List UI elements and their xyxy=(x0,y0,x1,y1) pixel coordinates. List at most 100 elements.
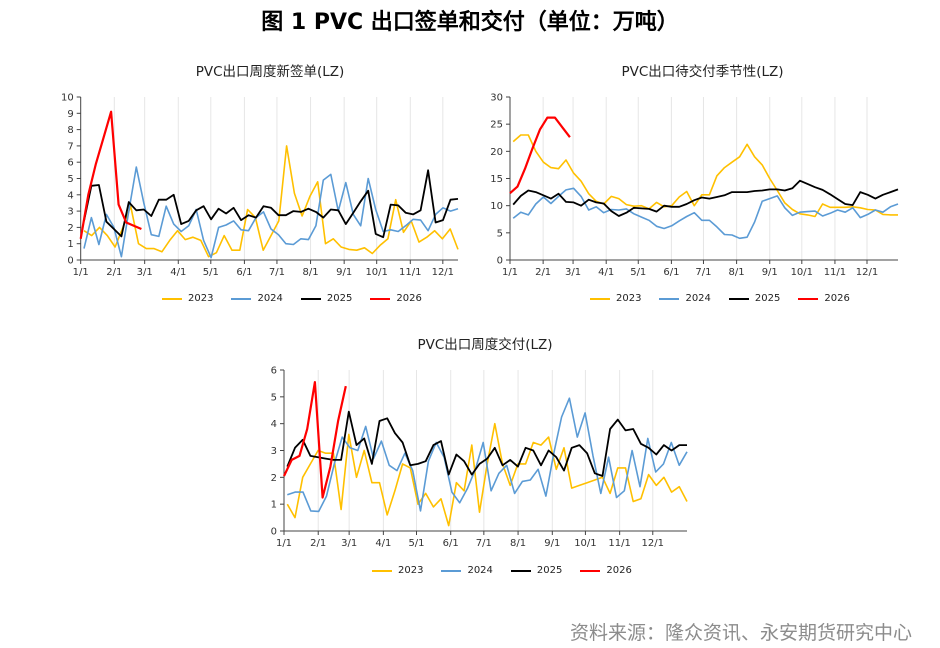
x-tick-label: 11/1 xyxy=(399,267,421,278)
legend-swatch xyxy=(580,569,601,572)
legend-item-2026: 2026 xyxy=(580,565,632,576)
x-tick-label: 7/1 xyxy=(695,267,711,278)
y-tick-label: 8 xyxy=(67,125,73,136)
x-tick-label: 10/1 xyxy=(791,267,813,278)
legend-swatch xyxy=(162,297,182,300)
y-tick-label: 0 xyxy=(67,256,73,267)
y-tick-label: 1 xyxy=(67,239,73,250)
series-line-2025 xyxy=(83,169,459,239)
series-line-2025 xyxy=(286,410,687,477)
x-tick-label: 8/1 xyxy=(510,538,526,549)
x-tick-label: 4/1 xyxy=(375,538,391,549)
y-tick-label: 0 xyxy=(271,527,277,538)
x-tick-label: 8/1 xyxy=(303,267,319,278)
chart-1-legend: 2023 2024 2025 2026 xyxy=(162,293,422,304)
x-tick-label: 11/1 xyxy=(608,538,630,549)
legend-label: 2025 xyxy=(326,293,353,304)
chart-3-title: PVC出口周度交付(LZ) xyxy=(417,337,553,353)
y-tick-label: 7 xyxy=(67,141,73,152)
legend-swatch xyxy=(798,297,819,300)
y-tick-label: 6 xyxy=(67,158,73,169)
x-tick-label: 6/1 xyxy=(236,267,252,278)
legend-swatch xyxy=(372,569,392,572)
x-tick-label: 3/1 xyxy=(137,267,153,278)
source-note: 资料来源：隆众资讯、永安期货研究中心 xyxy=(569,622,912,644)
y-tick-label: 10 xyxy=(61,93,74,104)
x-tick-label: 9/1 xyxy=(544,538,560,549)
chart-3-legend: 2023 2024 2025 2026 xyxy=(372,565,632,576)
y-tick-label: 3 xyxy=(271,446,277,457)
legend-label: 2025 xyxy=(754,293,781,304)
legend-item-2025: 2025 xyxy=(510,565,563,576)
y-tick-label: 20 xyxy=(490,147,503,158)
legend-item-2025: 2025 xyxy=(300,293,353,304)
series-line-2026 xyxy=(283,381,347,499)
y-tick-label: 2 xyxy=(271,473,277,484)
x-tick-label: 4/1 xyxy=(598,267,614,278)
series-line-2023 xyxy=(512,134,898,218)
x-tick-label: 12/1 xyxy=(856,267,878,278)
x-tick-label: 2/1 xyxy=(106,267,122,278)
series-line-2024 xyxy=(83,166,459,259)
legend-swatch xyxy=(441,569,462,572)
legend-item-2024: 2024 xyxy=(441,565,493,576)
x-tick-label: 11/1 xyxy=(824,267,846,278)
y-tick-label: 5 xyxy=(271,392,277,403)
y-tick-label: 4 xyxy=(67,190,73,201)
x-tick-label: 3/1 xyxy=(341,538,357,549)
x-tick-label: 6/1 xyxy=(443,538,459,549)
x-tick-label: 6/1 xyxy=(663,267,679,278)
x-tick-label: 1/1 xyxy=(502,267,518,278)
x-tick-label: 10/1 xyxy=(365,267,387,278)
x-tick-label: 7/1 xyxy=(476,538,492,549)
y-tick-label: 5 xyxy=(497,228,503,239)
series-line-2024 xyxy=(512,187,899,240)
legend-item-2026: 2026 xyxy=(798,293,850,304)
legend-item-2026: 2026 xyxy=(370,293,422,304)
figure-title: 图 1 PVC 出口签单和交付（单位：万吨） xyxy=(261,10,679,35)
chart-1-title: PVC出口周度新签单(LZ) xyxy=(195,64,345,80)
legend-item-2023: 2023 xyxy=(162,293,213,304)
y-tick-label: 5 xyxy=(67,174,73,185)
legend-item-2024: 2024 xyxy=(231,293,283,304)
chart-2-title: PVC出口待交付季节性(LZ) xyxy=(621,64,784,80)
x-tick-label: 2/1 xyxy=(310,538,326,549)
legend-label: 2023 xyxy=(398,565,424,576)
legend-label: 2024 xyxy=(467,565,493,576)
legend-label: 2026 xyxy=(396,293,422,304)
y-tick-label: 1 xyxy=(271,500,277,511)
x-tick-label: 5/1 xyxy=(630,267,646,278)
legend-label: 2024 xyxy=(685,293,711,304)
x-tick-label: 12/1 xyxy=(432,267,454,278)
series-line-2024 xyxy=(287,397,688,513)
legend-swatch xyxy=(728,297,749,300)
x-tick-label: 5/1 xyxy=(203,267,219,278)
x-tick-label: 5/1 xyxy=(408,538,424,549)
legend-item-2024: 2024 xyxy=(659,293,711,304)
legend-item-2023: 2023 xyxy=(590,293,641,304)
legend-item-2023: 2023 xyxy=(372,565,423,576)
legend-swatch xyxy=(300,297,321,300)
y-tick-label: 30 xyxy=(490,93,503,104)
x-tick-label: 9/1 xyxy=(336,267,352,278)
y-tick-label: 25 xyxy=(490,120,503,131)
y-tick-label: 2 xyxy=(67,223,73,234)
legend-label: 2025 xyxy=(536,565,563,576)
y-tick-label: 3 xyxy=(67,207,73,218)
series-line-2026 xyxy=(79,110,142,239)
y-tick-label: 15 xyxy=(490,174,503,185)
x-tick-label: 4/1 xyxy=(170,267,186,278)
legend-swatch xyxy=(510,569,531,572)
y-tick-label: 9 xyxy=(67,109,73,120)
legend-swatch xyxy=(370,297,391,300)
legend-label: 2026 xyxy=(606,565,632,576)
series-line-2026 xyxy=(509,116,571,195)
chart-2-legend: 2023 2024 2025 2026 xyxy=(590,293,850,304)
legend-label: 2023 xyxy=(616,293,642,304)
x-tick-label: 8/1 xyxy=(729,267,745,278)
x-tick-label: 7/1 xyxy=(269,267,285,278)
y-tick-label: 6 xyxy=(271,366,277,377)
x-tick-label: 2/1 xyxy=(535,267,551,278)
legend-swatch xyxy=(590,297,610,300)
